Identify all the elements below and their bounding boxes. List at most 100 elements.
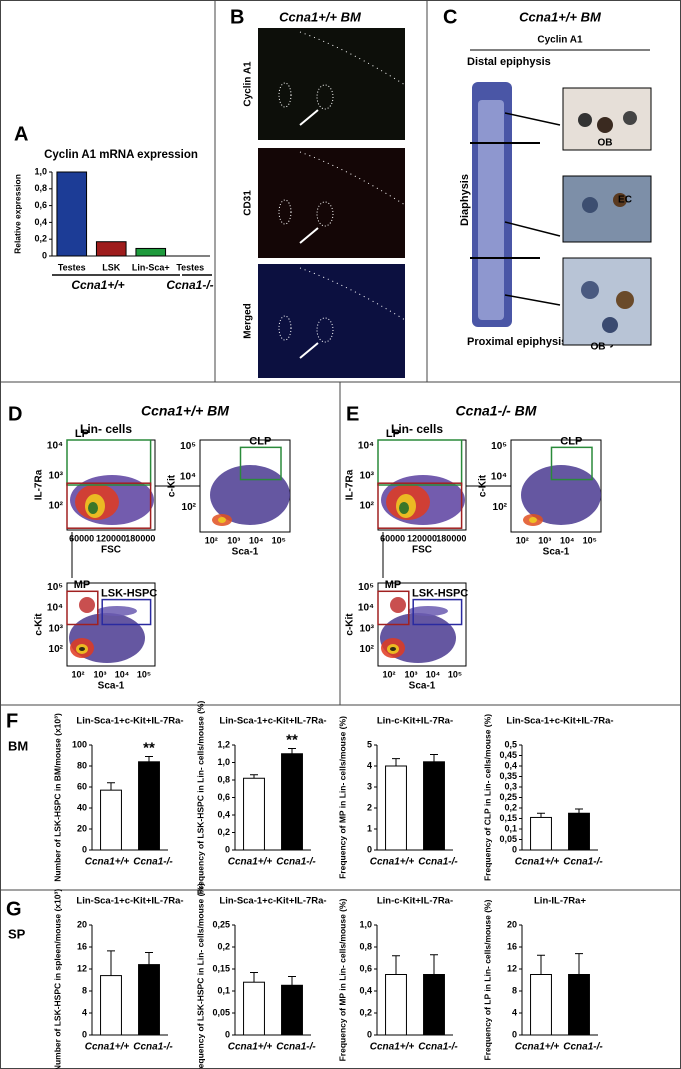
panel-subtitle: Cyclin A1 (537, 35, 583, 46)
y-tick-label: 0,4 (34, 217, 47, 227)
x-tick-label: Ccna1-/- (563, 857, 603, 868)
y-tick-label: 1,0 (34, 166, 47, 176)
y-tick-label: 0 (225, 1029, 230, 1039)
x-tick-label: Ccna1-/- (133, 857, 173, 868)
cell-density (399, 502, 409, 514)
error-bar (145, 952, 153, 965)
tick-label: 10⁵ (583, 535, 597, 545)
error-bar (537, 954, 545, 975)
bar (530, 816, 552, 851)
y-tick-label: 12 (77, 963, 87, 973)
x-tick-label: Ccna1-/- (418, 1042, 458, 1053)
gate-label: LSK-HSPC (101, 588, 157, 600)
x-tick-label: Ccna1+/+ (85, 857, 130, 868)
gate-label: LP (75, 428, 89, 440)
y-tick-label: 2 (367, 802, 372, 812)
y-tick-label: 0,8 (34, 183, 47, 193)
tick-label: 10² (360, 501, 375, 512)
error-bar (107, 782, 115, 791)
bone-section (470, 82, 652, 346)
tick-label: 10² (182, 502, 197, 513)
y-tick-label: 0 (367, 844, 372, 854)
tick-label: 10⁵ (491, 441, 507, 452)
x-tick-label: Ccna1+/+ (370, 857, 415, 868)
y-tick-label: 12 (507, 963, 517, 973)
axis-label: Sca-1 (543, 547, 570, 558)
y-tick-label: 0,4 (217, 809, 230, 819)
y-tick-label: 1,0 (217, 757, 230, 767)
x-tick-label: Lin-Sca+ (132, 262, 170, 272)
row-label: BM (8, 738, 28, 753)
y-axis-label: Frequency of LSK-HSPC in Lin- cells/mous… (195, 883, 205, 1069)
y-axis-label: Frequency of MP in Lin- cells/mouse (%) (337, 716, 347, 879)
gate (66, 590, 99, 626)
y-tick-label: 0,05 (212, 1007, 230, 1017)
bar (243, 981, 265, 1036)
y-tick-label: 0,2 (359, 1007, 372, 1017)
y-tick-label: 0 (367, 1029, 372, 1039)
error-bar (537, 812, 545, 818)
axis-label: FSC (101, 545, 121, 556)
significance: ** (286, 731, 298, 748)
error-bar (288, 748, 296, 754)
y-tick-label: 0,6 (34, 200, 47, 210)
axis-label: c-Kit (34, 613, 45, 636)
tick-label: 10² (49, 644, 64, 655)
tick-label: 10⁴ (115, 669, 129, 679)
y-tick-label: 4 (367, 760, 372, 770)
y-axis-label: Frequency of LSK-HSPC in Lin- cells/mous… (195, 701, 205, 895)
bar (423, 761, 445, 851)
y-tick-label: 16 (77, 941, 87, 951)
inset-label: OB (598, 138, 613, 149)
y-axis-label: Frequency of MP in Lin- cells/mouse (%) (337, 898, 347, 1061)
bar (100, 975, 122, 1036)
image-label: Cyclin A1 (243, 61, 254, 107)
tick-label: 120000 (96, 533, 126, 543)
gate-label: CLP (560, 435, 582, 447)
y-tick-label: 100 (72, 739, 87, 749)
inset-label: EC (618, 195, 632, 206)
y-tick-label: 0,25 (212, 919, 230, 929)
tick-label: 10⁵ (137, 669, 151, 679)
axis-label: Sca-1 (409, 681, 436, 692)
x-tick-label: LSK (102, 262, 121, 272)
tick-label: 10² (205, 535, 218, 545)
bar (423, 974, 445, 1036)
error-bar (250, 972, 258, 983)
group-label: Ccna1+/+ (71, 278, 124, 292)
error-bar (392, 955, 400, 975)
chart-title: Lin-IL-7Ra+ (534, 896, 586, 907)
y-tick-label: 0 (512, 844, 517, 854)
bar (568, 812, 590, 851)
panel-label: G (6, 898, 22, 920)
micrograph (258, 28, 406, 378)
chart-title: Lin-Sca-1+c-Kit+IL-7Ra- (76, 716, 183, 727)
error-bar (575, 953, 583, 975)
y-tick-label: 0 (512, 1029, 517, 1039)
group-label: Ccna1-/- (166, 278, 213, 292)
bar (385, 974, 407, 1036)
y-tick-label: 0,6 (359, 963, 372, 973)
tick-label: 10⁵ (272, 535, 286, 545)
x-tick-label: Ccna1-/- (276, 1042, 316, 1053)
y-tick-label: 1 (367, 823, 372, 833)
connector (382, 485, 511, 578)
panel-title: Ccna1-/- BM (456, 403, 537, 419)
gate (66, 482, 152, 529)
panel-label: F (6, 710, 18, 732)
tick-label: 60000 (69, 533, 94, 543)
bar (568, 974, 590, 1036)
gate (377, 482, 463, 529)
population-label: Lin- cells (391, 422, 443, 436)
gate (377, 590, 410, 626)
x-tick-label: Ccna1+/+ (228, 1042, 273, 1053)
gate-label: MP (385, 579, 402, 591)
region-label: Diaphysis (459, 174, 471, 226)
y-axis-label: Frequency of CLP in Lin- cells/mouse (%) (482, 714, 492, 881)
tick-label: 10³ (404, 669, 417, 679)
cell-density (390, 597, 406, 613)
region-label: Distal epiphysis (467, 56, 551, 68)
tick-label: 10⁴ (47, 603, 63, 614)
y-tick-label: 3 (367, 781, 372, 791)
y-tick-label: 0,4 (504, 760, 517, 770)
